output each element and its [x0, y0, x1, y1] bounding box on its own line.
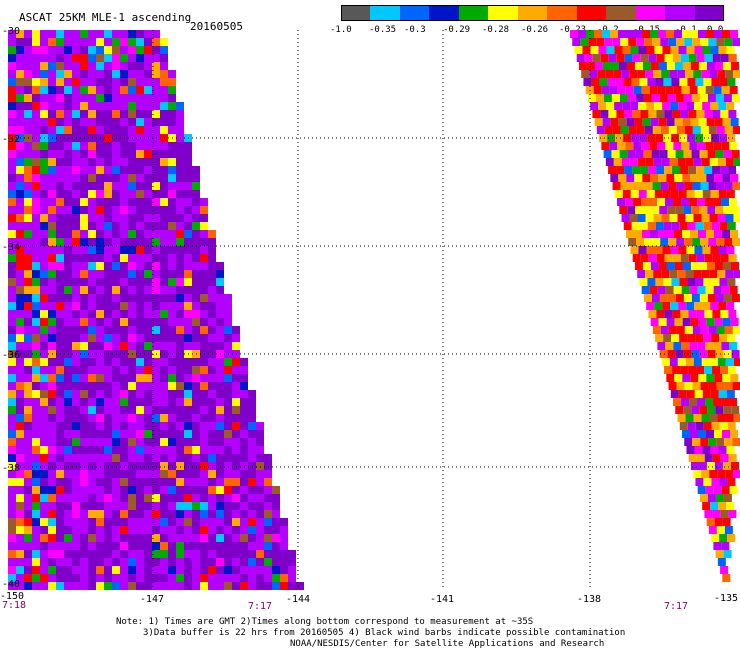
colorbar-swatch — [399, 5, 430, 21]
time-label: 7:18 — [2, 600, 27, 611]
y-tick-label: -38 — [2, 463, 21, 474]
colorbar-border — [341, 5, 724, 21]
colorbar-swatch — [694, 5, 725, 21]
y-tick-label: -30 — [2, 26, 21, 37]
y-tick-label: -36 — [2, 350, 21, 361]
colorbar-label: -0.26 — [521, 25, 549, 35]
y-tick-label: -32 — [2, 134, 21, 145]
map-title: ASCAT 25KM MLE-1 ascending — [19, 11, 192, 24]
colorbar-label: -0.28 — [482, 25, 510, 35]
x-tick-label: -141 — [430, 594, 455, 605]
colorbar-swatch — [488, 5, 519, 21]
note-line: Note: 1) Times are GMT 2)Times along bot… — [116, 617, 534, 627]
x-tick-label: -147 — [140, 594, 165, 605]
note-line: 3)Data buffer is 22 hrs from 20160505 4)… — [143, 628, 626, 638]
x-tick-label: -138 — [577, 594, 602, 605]
credit-line: NOAA/NESDIS/Center for Satellite Applica… — [290, 639, 605, 649]
colorbar-label: -0.29 — [443, 25, 471, 35]
colorbar-label: -0.35 — [369, 25, 397, 35]
x-tick-label: -150 — [0, 591, 25, 602]
map-date: 20160505 — [190, 20, 243, 33]
colorbar-swatch — [665, 5, 696, 21]
x-tick-label: -135 — [714, 593, 739, 604]
colorbar-swatch — [576, 5, 607, 21]
y-tick-label: -34 — [2, 242, 21, 253]
y-tick-label: -40 — [2, 579, 21, 590]
time-label: 7:17 — [664, 601, 689, 612]
x-tick-label: -144 — [286, 594, 311, 605]
colorbar-swatch — [341, 5, 371, 21]
colorbar-label: -0.3 — [404, 25, 426, 35]
colorbar-swatch — [429, 5, 460, 21]
colorbar-swatch — [370, 5, 401, 21]
gridlines — [8, 30, 734, 590]
colorbar-swatch — [547, 5, 578, 21]
colorbar-swatch — [606, 5, 637, 21]
left-swath — [8, 30, 304, 590]
colorbar-swatch — [635, 5, 666, 21]
colorbar-label: -1.0 — [330, 25, 352, 35]
time-label: 7:17 — [248, 601, 273, 612]
right-swath — [570, 30, 740, 582]
colorbar-swatch — [517, 5, 548, 21]
colorbar-swatch — [458, 5, 489, 21]
